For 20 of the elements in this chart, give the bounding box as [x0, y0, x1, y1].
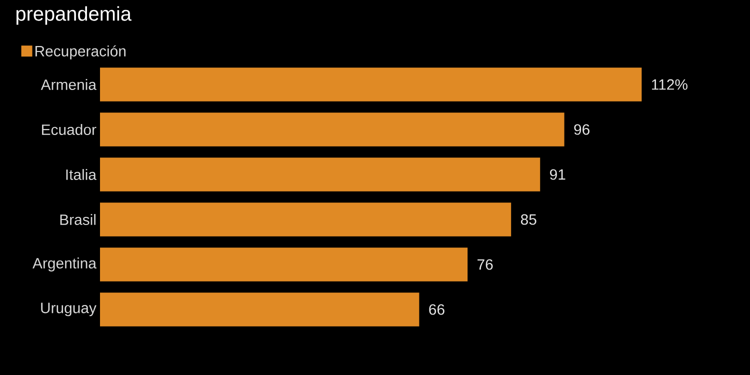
y-tick-label: Uruguay [41, 302, 96, 316]
bar [100, 248, 468, 282]
data-label: 76 [478, 259, 493, 270]
y-tick-label: Ecuador [42, 124, 96, 135]
bar [100, 68, 642, 102]
bar [100, 202, 512, 236]
legend-label: Recuperación [36, 45, 126, 60]
data-label: 96 [574, 124, 590, 135]
data-label: 66 [429, 304, 444, 315]
y-tick-label: Argentina [32, 258, 96, 272]
data-label: 91 [550, 169, 566, 180]
bar [100, 112, 564, 146]
y-tick-label: Italia [66, 169, 96, 180]
y-tick-label: Armenia [40, 79, 96, 90]
data-label: 85 [520, 214, 536, 225]
bar [100, 292, 420, 326]
y-tick-label: Brasil [60, 214, 96, 225]
bar [100, 158, 540, 192]
chart-title: prepandemia [16, 6, 132, 25]
data-label: 112% [652, 79, 688, 90]
